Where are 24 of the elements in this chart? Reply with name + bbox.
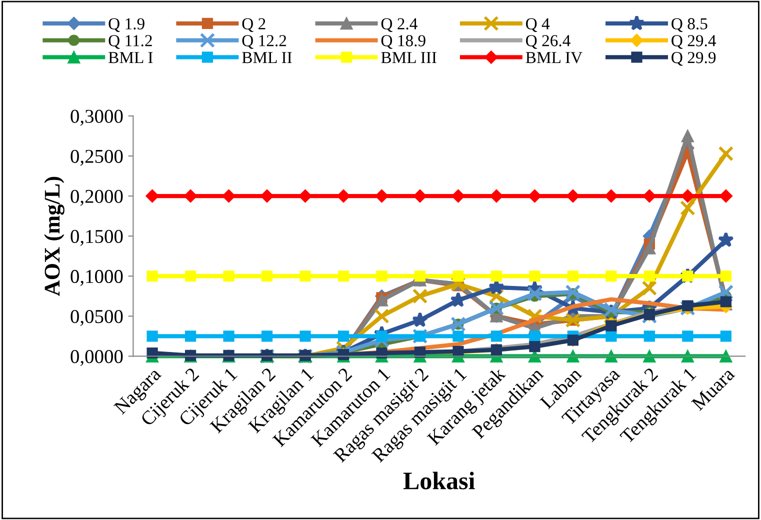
legend-label: Q 29.9 [672,52,716,66]
y-tick-label: 0,2500 [70,150,123,166]
y-tick-label: 0,0000 [70,350,123,366]
y-axis-title: AOX (mg/L) [44,176,64,296]
legend-label: Q 12.2 [242,35,286,49]
legend-label: Q 8.5 [672,18,708,32]
y-tick-label: 0,1000 [70,270,123,286]
y-tick-label: 0,2000 [70,190,123,206]
y-tick-label: 0,0500 [70,310,123,326]
legend-label: BML IV [526,52,582,64]
legend-label: Q 2.4 [381,18,418,32]
y-tick-label: 0,3000 [70,110,123,126]
y-tick-label: 0,1500 [70,230,123,246]
legend-label: BML II [242,52,292,64]
legend-label: BML III [381,52,436,64]
legend-label: Q 4 [526,18,550,32]
legend-label: Q 26.4 [526,35,570,49]
legend-label: Q 1.9 [108,18,144,32]
legend-label: Q 29.4 [672,35,716,49]
x-axis-title: Lokasi [403,472,475,490]
legend-label: Q 2 [242,18,266,32]
legend-label: Q 11.2 [108,35,152,49]
legend-label: BML I [108,52,153,64]
legend-label: Q 18.9 [381,35,426,49]
